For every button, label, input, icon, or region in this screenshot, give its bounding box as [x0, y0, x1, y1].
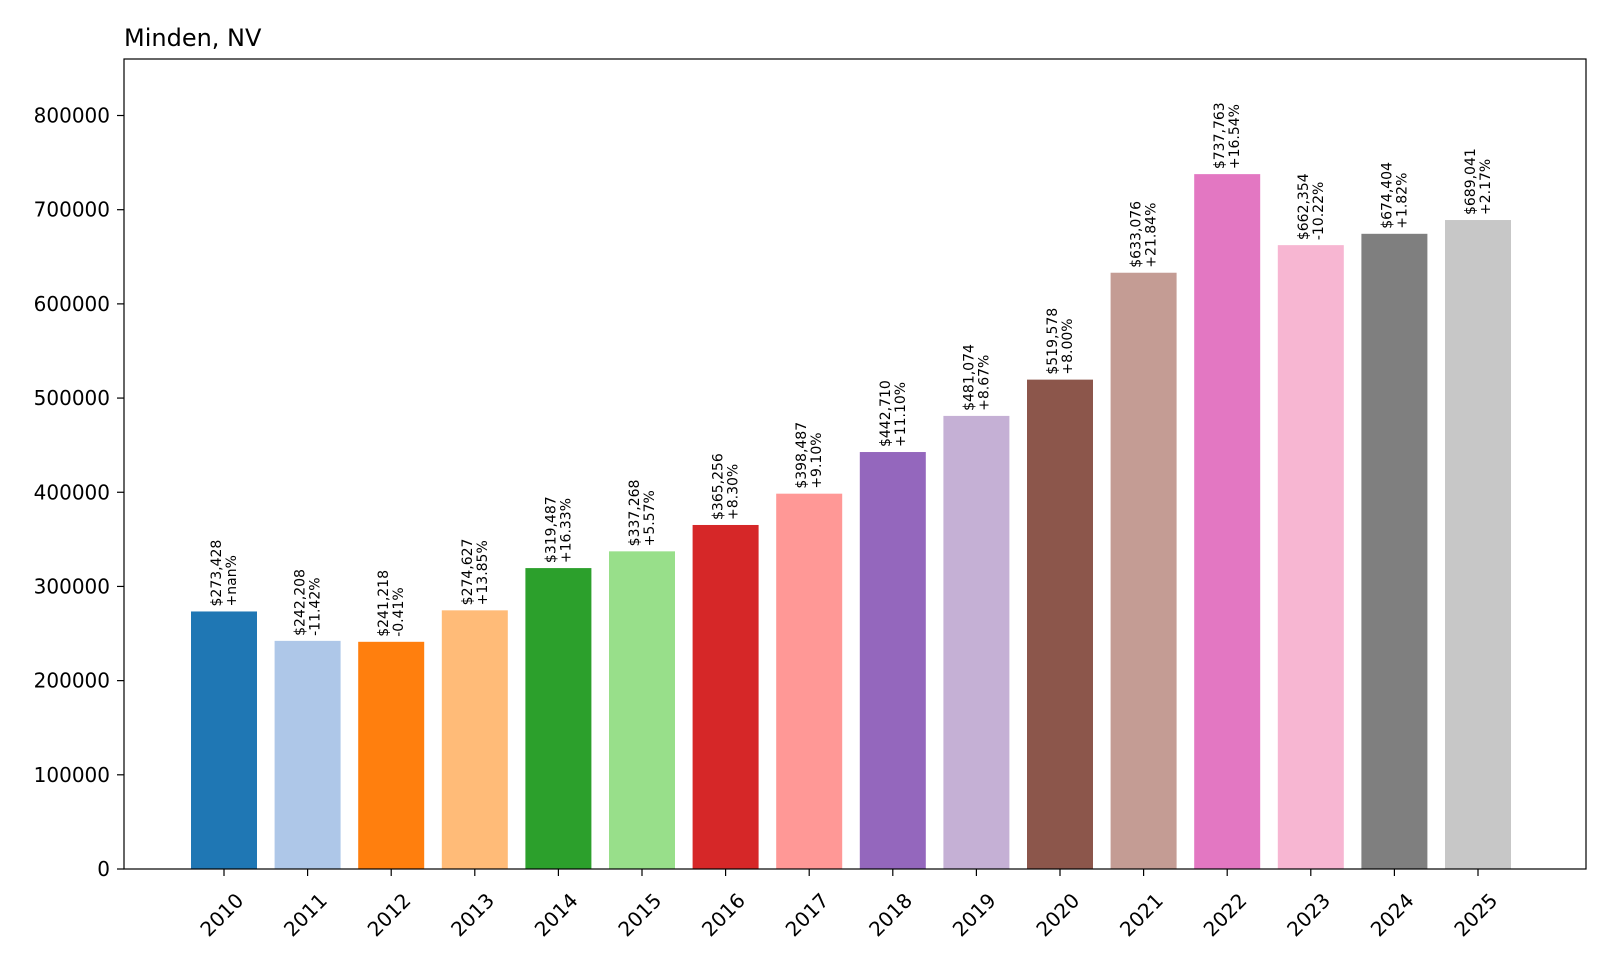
change-label-2017: +9.10% — [809, 432, 825, 488]
change-label-2015: +5.57% — [642, 490, 658, 546]
y-tick-label-400000: 400000 — [34, 480, 110, 504]
change-label-2011: -11.42% — [308, 577, 324, 635]
bar-2011 — [274, 640, 341, 869]
value-label-2017: $398,487 — [794, 422, 810, 489]
bar-2012 — [358, 641, 425, 869]
change-label-2014: +16.33% — [558, 498, 574, 563]
bar-2020 — [1027, 379, 1093, 869]
x-tick-label-2021: 2021 — [1115, 888, 1168, 941]
x-tick-label-2016: 2016 — [697, 888, 750, 941]
y-tick-label-500000: 500000 — [34, 386, 110, 410]
change-label-2024: +1.82% — [1394, 173, 1410, 229]
value-label-2012: $241,218 — [376, 570, 392, 637]
y-tick-label-800000: 800000 — [34, 104, 110, 128]
change-label-2013: +13.85% — [475, 540, 491, 605]
y-tick-label-600000: 600000 — [34, 292, 110, 316]
data-label-2010: $273,428+nan% — [209, 540, 240, 607]
y-axis: 0 100000 200000 300000 400000 500000 600000 700… — [34, 104, 124, 881]
data-label-2021: $633,076+21.84% — [1129, 201, 1160, 268]
data-label-2019: $481,074+8.67% — [961, 344, 992, 411]
data-label-2024: $674,404+1.82% — [1379, 162, 1410, 229]
bar-2018 — [859, 452, 926, 869]
value-label-2025: $689,041 — [1463, 148, 1479, 215]
y-tick-label-0: 0 — [97, 857, 110, 881]
bar-2024 — [1361, 233, 1428, 869]
bar-2019 — [943, 415, 1010, 869]
value-label-2018: $442,710 — [878, 380, 894, 447]
y-tick-label-200000: 200000 — [34, 669, 110, 693]
value-label-2023: $662,354 — [1296, 173, 1312, 240]
value-label-2015: $337,268 — [627, 480, 643, 547]
data-label-2018: $442,710+11.10% — [878, 380, 909, 447]
change-label-2023: -10.22% — [1311, 182, 1327, 240]
x-tick-label-2022: 2022 — [1199, 888, 1252, 941]
value-label-2010: $273,428 — [209, 540, 225, 607]
x-tick-label-2019: 2019 — [948, 888, 1001, 941]
data-label-2014: $319,487+16.33% — [543, 496, 574, 563]
data-label-2013: $274,627+13.85% — [460, 539, 491, 606]
bars-layer — [191, 174, 1511, 870]
data-label-2011: $242,208-11.42% — [293, 569, 324, 636]
value-label-2014: $319,487 — [543, 496, 559, 563]
bar-2015 — [609, 551, 675, 869]
y-tick-label-300000: 300000 — [34, 574, 110, 598]
value-label-2013: $274,627 — [460, 539, 476, 606]
data-label-2015: $337,268+5.57% — [627, 480, 658, 547]
bar-2016 — [692, 524, 759, 869]
change-label-2012: -0.41% — [391, 587, 407, 637]
data-label-2012: $241,218-0.41% — [376, 570, 407, 637]
value-label-2021: $633,076 — [1129, 201, 1145, 268]
x-tick-label-2012: 2012 — [363, 888, 416, 941]
x-tick-label-2018: 2018 — [864, 888, 917, 941]
bar-2025 — [1445, 220, 1511, 869]
change-label-2022: +16.54% — [1227, 104, 1243, 169]
value-label-2020: $519,578 — [1045, 308, 1061, 375]
bar-2010 — [191, 611, 257, 869]
x-tick-label-2010: 2010 — [195, 888, 248, 941]
x-tick-label-2025: 2025 — [1449, 888, 1502, 941]
change-label-2016: +8.30% — [726, 464, 742, 520]
bar-2013 — [441, 610, 508, 869]
change-label-2020: +8.00% — [1060, 318, 1076, 374]
change-label-2025: +2.17% — [1478, 159, 1494, 215]
x-tick-label-2015: 2015 — [613, 888, 666, 941]
y-tick-label-100000: 100000 — [34, 763, 110, 787]
bar-2021 — [1110, 272, 1177, 870]
change-label-2021: +21.84% — [1144, 203, 1160, 268]
y-tick-label-700000: 700000 — [34, 198, 110, 222]
data-label-2017: $398,487+9.10% — [794, 422, 825, 489]
change-label-2018: +11.10% — [893, 382, 909, 447]
data-label-2020: $519,578+8.00% — [1045, 308, 1076, 375]
bar-2022 — [1194, 174, 1261, 869]
value-label-2011: $242,208 — [293, 569, 309, 636]
value-label-2024: $674,404 — [1379, 162, 1395, 229]
x-axis: 2010 2011 2012 2013 2014 2015 2016 2017 2018 2019… — [195, 869, 1502, 941]
value-label-2022: $737,763 — [1212, 102, 1228, 169]
x-tick-label-2023: 2023 — [1282, 888, 1335, 941]
x-tick-label-2017: 2017 — [781, 888, 834, 941]
value-label-2016: $365,256 — [711, 453, 727, 520]
x-tick-label-2020: 2020 — [1031, 888, 1084, 941]
bar-2023 — [1277, 245, 1344, 869]
data-label-2016: $365,256+8.30% — [711, 453, 742, 520]
data-label-2025: $689,041+2.17% — [1463, 148, 1494, 215]
chart-title: Minden, NV — [124, 24, 262, 52]
x-tick-label-2013: 2013 — [446, 888, 499, 941]
x-tick-label-2014: 2014 — [530, 888, 583, 941]
plot-frame — [123, 58, 1587, 870]
data-label-2023: $662,354-10.22% — [1296, 173, 1327, 240]
change-label-2010: +nan% — [224, 555, 240, 606]
x-tick-label-2011: 2011 — [279, 888, 332, 941]
value-labels-layer: $273,428+nan% $242,208-11.42% $241,218-0.4… — [209, 102, 1494, 636]
bar-2017 — [776, 493, 843, 869]
x-tick-label-2024: 2024 — [1366, 888, 1419, 941]
data-label-2022: $737,763+16.54% — [1212, 102, 1243, 169]
bar-2014 — [525, 568, 592, 869]
value-label-2019: $481,074 — [961, 344, 977, 411]
change-label-2019: +8.67% — [976, 355, 992, 411]
